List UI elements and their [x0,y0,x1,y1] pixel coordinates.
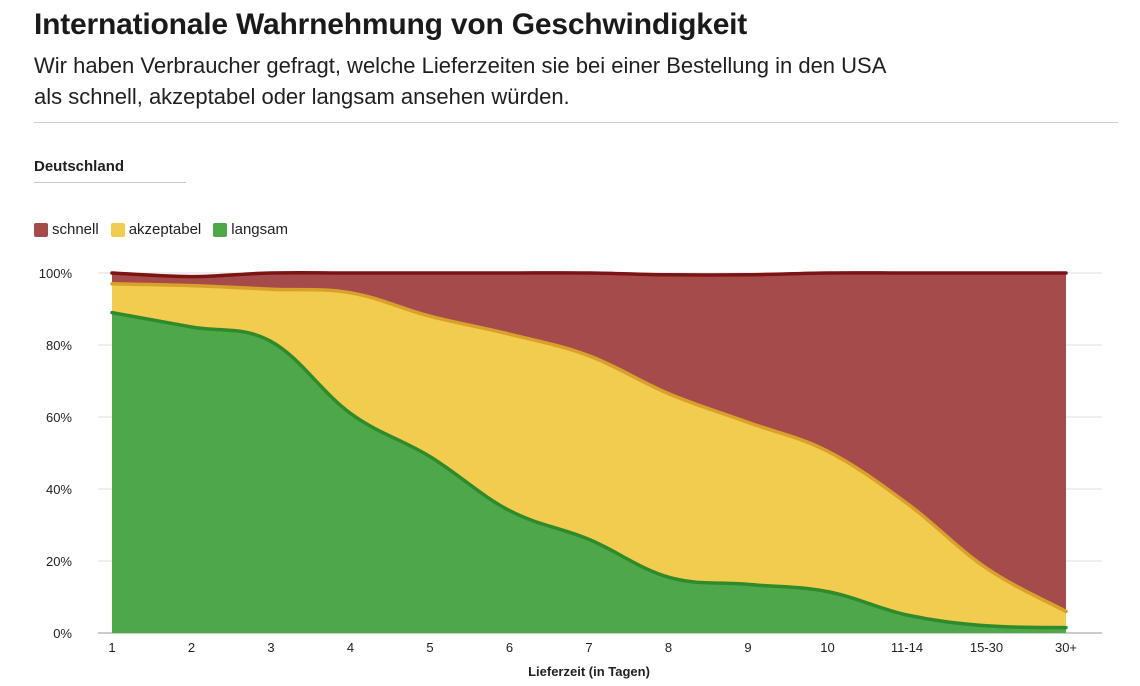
area-langsam [112,312,1066,633]
legend-swatch-langsam [213,222,228,237]
chart-subtitle: Wir haben Verbraucher gefragt, welche Li… [34,50,1074,112]
legend-label-schnell: schnell [52,221,99,238]
y-tick-label: 60% [46,410,72,425]
x-tick-label: 5 [426,640,433,655]
legend-label-langsam: langsam [231,221,288,238]
area-schnell [112,272,1066,612]
y-tick-label: 20% [46,554,72,569]
x-axis-ticks: 1 2 3 4 5 6 7 8 9 10 11-14 15-30 30+ [108,640,1077,655]
x-tick-label: 11-14 [891,640,923,655]
line-schnell [110,270,1068,279]
x-tick-label: 9 [744,640,751,655]
subtitle-line-2: als schnell, akzeptabel oder langsam ans… [34,84,570,109]
legend-item-schnell: schnell [34,221,99,238]
legend-swatch-schnell [34,222,48,237]
x-tick-label: 1 [108,640,115,655]
legend-item-akzeptabel: akzeptabel [110,221,202,238]
line-akzeptabel [110,282,1068,614]
x-tick-label: 10 [820,640,834,655]
x-tick-label: 15-30 [970,640,1003,655]
legend-swatch-akzeptabel [110,222,125,237]
country-underline [34,182,186,183]
series-lines [110,270,1068,630]
legend: schnell akzeptabel langsam [34,221,300,238]
x-tick-label: 4 [347,640,354,655]
x-tick-label: 2 [188,640,195,655]
legend-item-langsam: langsam [213,221,288,238]
legend-label-akzeptabel: akzeptabel [128,221,202,238]
line-langsam [110,310,1068,630]
x-tick-label: 8 [665,640,672,655]
header-divider [34,122,1118,123]
x-tick-label: 3 [267,640,274,655]
area-layers [112,272,1066,633]
y-tick-label: 100% [39,266,73,281]
x-tick-label: 30+ [1055,640,1077,655]
country-label: Deutschland [34,158,125,175]
y-tick-label: 0% [53,626,72,641]
x-tick-label: 6 [506,640,513,655]
y-axis-ticks: 0% 20% 40% 60% 80% 100% [39,266,73,641]
area-akzeptabel [112,283,1066,628]
subtitle-line-1: Wir haben Verbraucher gefragt, welche Li… [34,53,887,78]
y-tick-label: 80% [46,338,72,353]
x-tick-label: 7 [585,640,592,655]
x-axis-title: Lieferzeit (in Tagen) [528,664,650,679]
chart-title: Internationale Wahrnehmung von Geschwind… [34,8,748,41]
y-tick-label: 40% [46,482,72,497]
